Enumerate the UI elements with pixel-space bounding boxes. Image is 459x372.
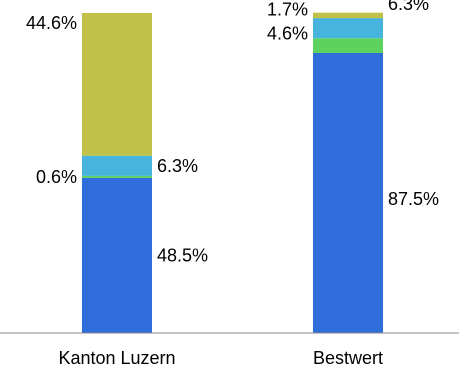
bar-kanton-luzern-segment-3	[82, 155, 152, 176]
bar-kanton-luzern-segment-1	[82, 177, 152, 333]
bar-bestwert-segment-1	[313, 53, 383, 333]
bar-kanton-luzern-segment-4	[82, 13, 152, 156]
category-label-bestwert: Bestwert	[313, 348, 383, 368]
data-label-kanton-luzern-segment-2: 0.6%	[36, 167, 77, 187]
data-label-bestwert-segment-2: 4.6%	[267, 24, 308, 44]
data-label-kanton-luzern-segment-3: 6.3%	[157, 156, 198, 176]
data-label-bestwert-segment-4: 1.7%	[267, 0, 308, 19]
category-label-kanton-luzern: Kanton Luzern	[58, 348, 175, 368]
bar-bestwert-segment-3	[313, 18, 383, 39]
category-labels-group: Kanton Luzern Bestwert	[58, 348, 383, 368]
data-labels-group: 48.5% 0.6% 6.3% 44.6% 87.5% 4.6% 6.3% 1.7%	[26, 0, 439, 265]
bars-group	[82, 12, 383, 333]
bar-bestwert-segment-2	[313, 38, 383, 53]
data-label-bestwert-segment-1: 87.5%	[388, 189, 439, 209]
bar-kanton-luzern-segment-2	[82, 175, 152, 178]
data-label-bestwert-segment-3: 6.3%	[388, 0, 429, 14]
bar-bestwert-segment-4	[313, 12, 383, 19]
data-label-kanton-luzern-segment-4: 44.6%	[26, 13, 77, 33]
data-label-kanton-luzern-segment-1: 48.5%	[157, 245, 208, 265]
